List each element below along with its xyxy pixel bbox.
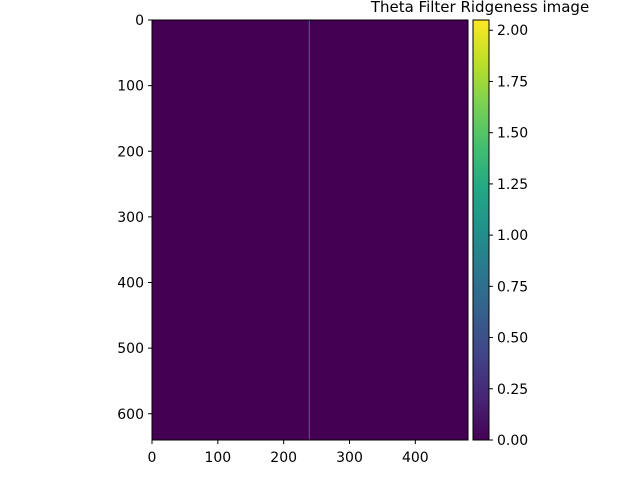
y-tick-label: 500 <box>117 341 144 357</box>
heatmap-background <box>152 20 468 440</box>
y-axis: 0 100 200 300 400 500 600 <box>117 13 152 423</box>
ridge-lines <box>308 20 310 440</box>
x-axis: 0 100 200 300 400 <box>148 440 429 466</box>
colorbar <box>472 19 490 441</box>
heatmap-image <box>152 20 468 440</box>
colorbar-tick-label: 0.00 <box>497 433 528 449</box>
y-tick-label: 200 <box>117 144 144 160</box>
x-tick-label: 300 <box>336 450 363 466</box>
colorbar-tick-label: 2.00 <box>497 23 528 39</box>
colorbar-tick-label: 1.00 <box>497 228 528 244</box>
ridge-line <box>308 20 310 440</box>
colorbar-tick-label: 0.75 <box>497 279 528 295</box>
y-tick-label: 0 <box>135 13 144 29</box>
x-tick-label: 0 <box>148 450 157 466</box>
colorbar-tick-label: 1.50 <box>497 126 528 142</box>
chart-title: Theta Filter Ridgeness image <box>370 0 589 16</box>
y-tick-label: 400 <box>117 276 144 292</box>
x-tick-label: 100 <box>204 450 231 466</box>
colorbar-tick-label: 1.75 <box>497 74 528 90</box>
y-tick-label: 600 <box>117 407 144 423</box>
colorbar-tick-label: 0.25 <box>497 382 528 398</box>
colorbar-tick-label: 1.25 <box>497 177 528 193</box>
colorbar-axis: 0.00 0.25 0.50 0.75 1.00 1.25 1.50 1.75 2.00 <box>489 23 528 449</box>
colorbar-tick-label: 0.50 <box>497 331 528 347</box>
y-tick-label: 300 <box>117 210 144 226</box>
heatmap-frame <box>151 19 469 441</box>
x-tick-label: 400 <box>402 450 429 466</box>
y-tick-label: 100 <box>117 79 144 95</box>
x-tick-label: 200 <box>270 450 297 466</box>
